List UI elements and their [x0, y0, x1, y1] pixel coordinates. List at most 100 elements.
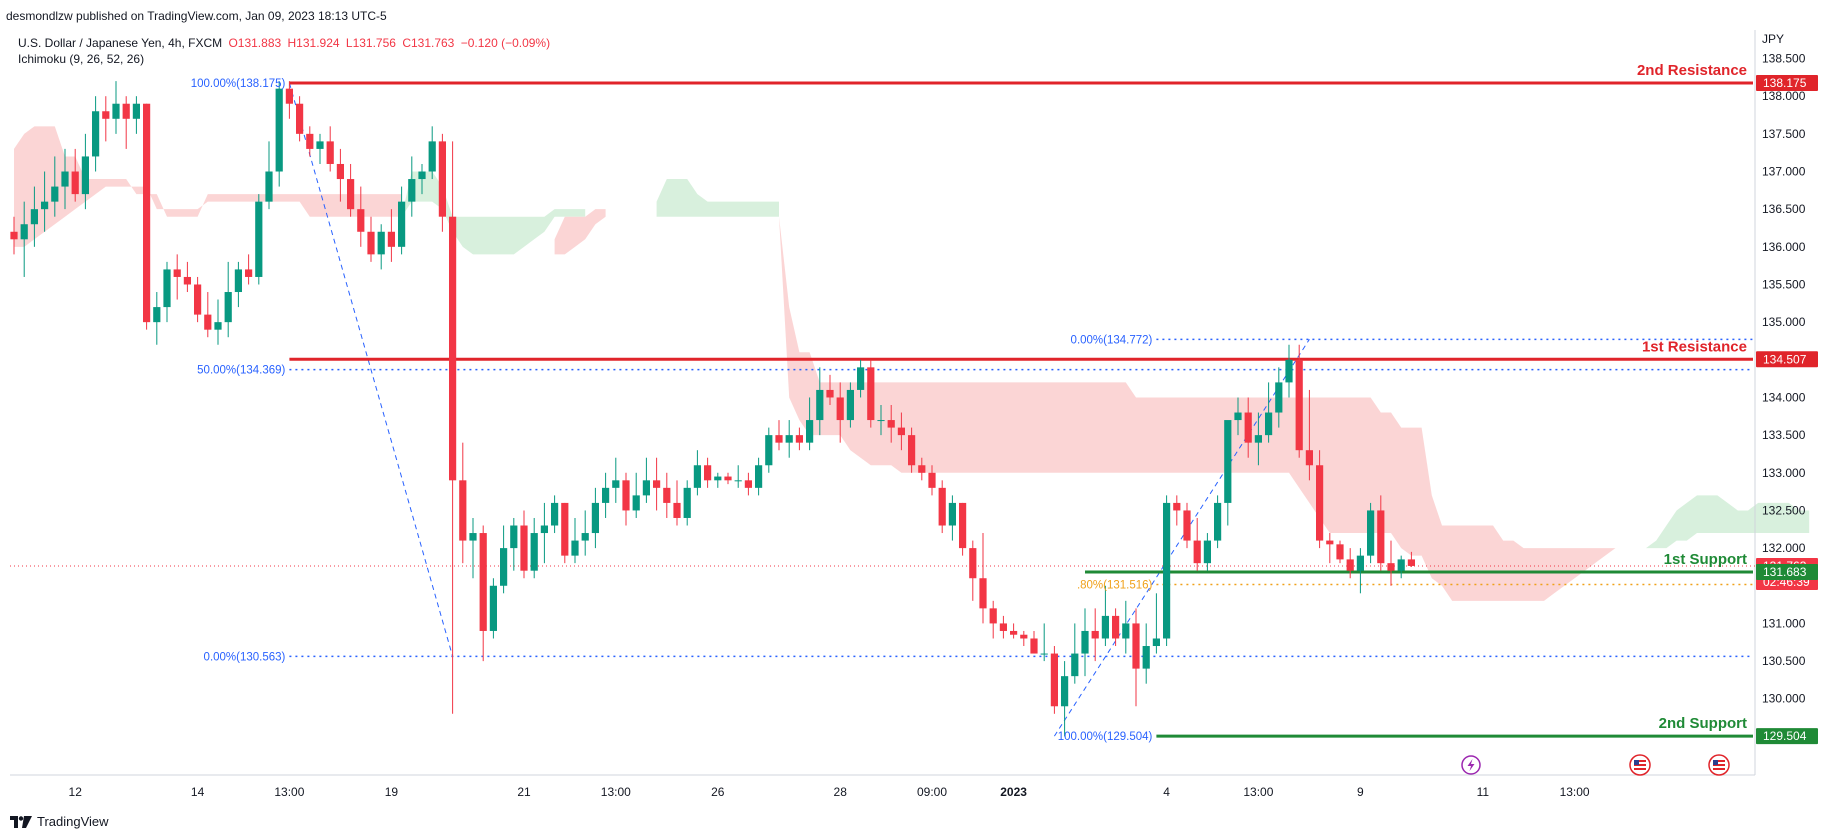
- candle: [1091, 608, 1099, 662]
- candle-body: [857, 367, 865, 390]
- candle-body: [1214, 502, 1222, 541]
- indicator-legend[interactable]: Ichimoku (9, 26, 52, 26): [18, 52, 145, 66]
- candle-body: [122, 103, 130, 119]
- candle: [1326, 533, 1334, 564]
- candle: [1010, 623, 1018, 639]
- cloud-segment-6: [1646, 495, 1810, 549]
- candle: [61, 148, 69, 210]
- ohlc-close: C131.763: [402, 36, 455, 50]
- candle-body: [347, 179, 355, 210]
- time-tick-label: 14: [191, 785, 205, 799]
- candle: [285, 81, 293, 119]
- candle-body: [336, 163, 344, 180]
- candle: [612, 457, 620, 503]
- candle: [143, 103, 151, 330]
- candle-body: [1275, 382, 1283, 413]
- candle: [92, 96, 100, 172]
- candle-body: [887, 420, 895, 428]
- candle-body: [1040, 653, 1048, 655]
- candle: [1234, 397, 1242, 436]
- time-tick-label: 21: [517, 785, 531, 799]
- candle-body: [1183, 510, 1191, 541]
- candle-body: [1254, 435, 1262, 443]
- price-tick-label: 137.500: [1762, 127, 1806, 141]
- candle: [1101, 585, 1109, 647]
- candle-body: [245, 269, 253, 277]
- candle: [979, 533, 987, 624]
- time-axis[interactable]: 12 14 13:00 19 21 13:00 26 28 09:00 2023 4 13:00 9 11…: [69, 785, 1590, 799]
- candle-body: [724, 476, 732, 481]
- ohlc-open: O131.883: [228, 36, 282, 50]
- candle-body: [1356, 555, 1364, 571]
- us-flag-event-icon[interactable]: [1629, 754, 1651, 776]
- candle: [469, 517, 477, 579]
- candle: [20, 201, 28, 277]
- candlestick-chart[interactable]: 2nd Resistance 1st Resistance 1st Support 2…: [0, 0, 1832, 810]
- candle: [459, 442, 467, 564]
- candle-body: [714, 476, 722, 481]
- candle: [438, 133, 446, 232]
- event-markers[interactable]: [1461, 754, 1730, 776]
- candle-body: [744, 480, 752, 488]
- lightning-event-icon[interactable]: [1461, 755, 1481, 775]
- candle: [714, 472, 722, 488]
- candle-body: [1377, 510, 1385, 564]
- candle-body: [1091, 630, 1099, 639]
- candle-body: [398, 201, 406, 247]
- ohlc-change: −0.120 (−0.09%): [460, 36, 551, 50]
- candle: [1265, 382, 1273, 443]
- candle: [938, 480, 946, 534]
- price-axis[interactable]: JPY 138.500 138.000 137.500 137.000 136.500 13…: [1762, 32, 1806, 706]
- candle-body: [551, 502, 559, 526]
- symbol-name[interactable]: U.S. Dollar / Japanese Yen, 4h, FXCM: [18, 36, 223, 50]
- candle-body: [438, 141, 446, 217]
- level-label-3: 1st Support: [1664, 551, 1747, 568]
- candle: [1040, 623, 1048, 662]
- candle: [489, 578, 497, 639]
- candle: [1356, 548, 1364, 594]
- candle: [540, 502, 548, 564]
- fib-label-6: 100.00%(129.504): [1058, 731, 1153, 743]
- price-tag-text: 131.683: [1763, 565, 1807, 579]
- price-tick-label: 134.000: [1762, 390, 1806, 404]
- candle-body: [61, 171, 69, 187]
- fib-label-2: 50.00%(134.369): [197, 365, 285, 377]
- candle: [704, 457, 712, 488]
- candle-body: [704, 465, 712, 481]
- candle: [214, 299, 222, 345]
- candle: [969, 540, 977, 601]
- price-tick-label: 133.000: [1762, 466, 1806, 480]
- candle: [1050, 646, 1058, 714]
- candle-body: [581, 533, 589, 541]
- candle-body: [948, 502, 956, 526]
- candle: [693, 450, 701, 496]
- candle-body: [1234, 412, 1242, 421]
- candle-body: [357, 209, 365, 232]
- price-tag-text: 129.504: [1763, 729, 1807, 743]
- candle: [71, 148, 79, 202]
- candle-body: [826, 389, 834, 398]
- candle: [265, 141, 273, 210]
- candle-body: [469, 533, 477, 541]
- price-tick-label: 130.000: [1762, 692, 1806, 706]
- candle-body: [387, 231, 395, 247]
- candle: [561, 502, 569, 564]
- candle: [1061, 661, 1069, 737]
- candle-body: [408, 179, 416, 202]
- candle: [449, 141, 457, 714]
- candle-body: [10, 231, 18, 240]
- candle: [765, 427, 773, 473]
- candle-body: [897, 427, 905, 436]
- us-flag-event-icon[interactable]: [1708, 754, 1730, 776]
- candle-body: [959, 502, 967, 549]
- candle-body: [1071, 653, 1079, 677]
- candle-body: [1295, 359, 1303, 451]
- tradingview-logo[interactable]: TradingView: [10, 814, 109, 829]
- time-tick-label: 28: [834, 785, 848, 799]
- candle: [1295, 344, 1303, 458]
- candle: [194, 276, 202, 323]
- candle: [112, 81, 120, 134]
- candle: [510, 517, 518, 571]
- candle-body: [663, 487, 671, 503]
